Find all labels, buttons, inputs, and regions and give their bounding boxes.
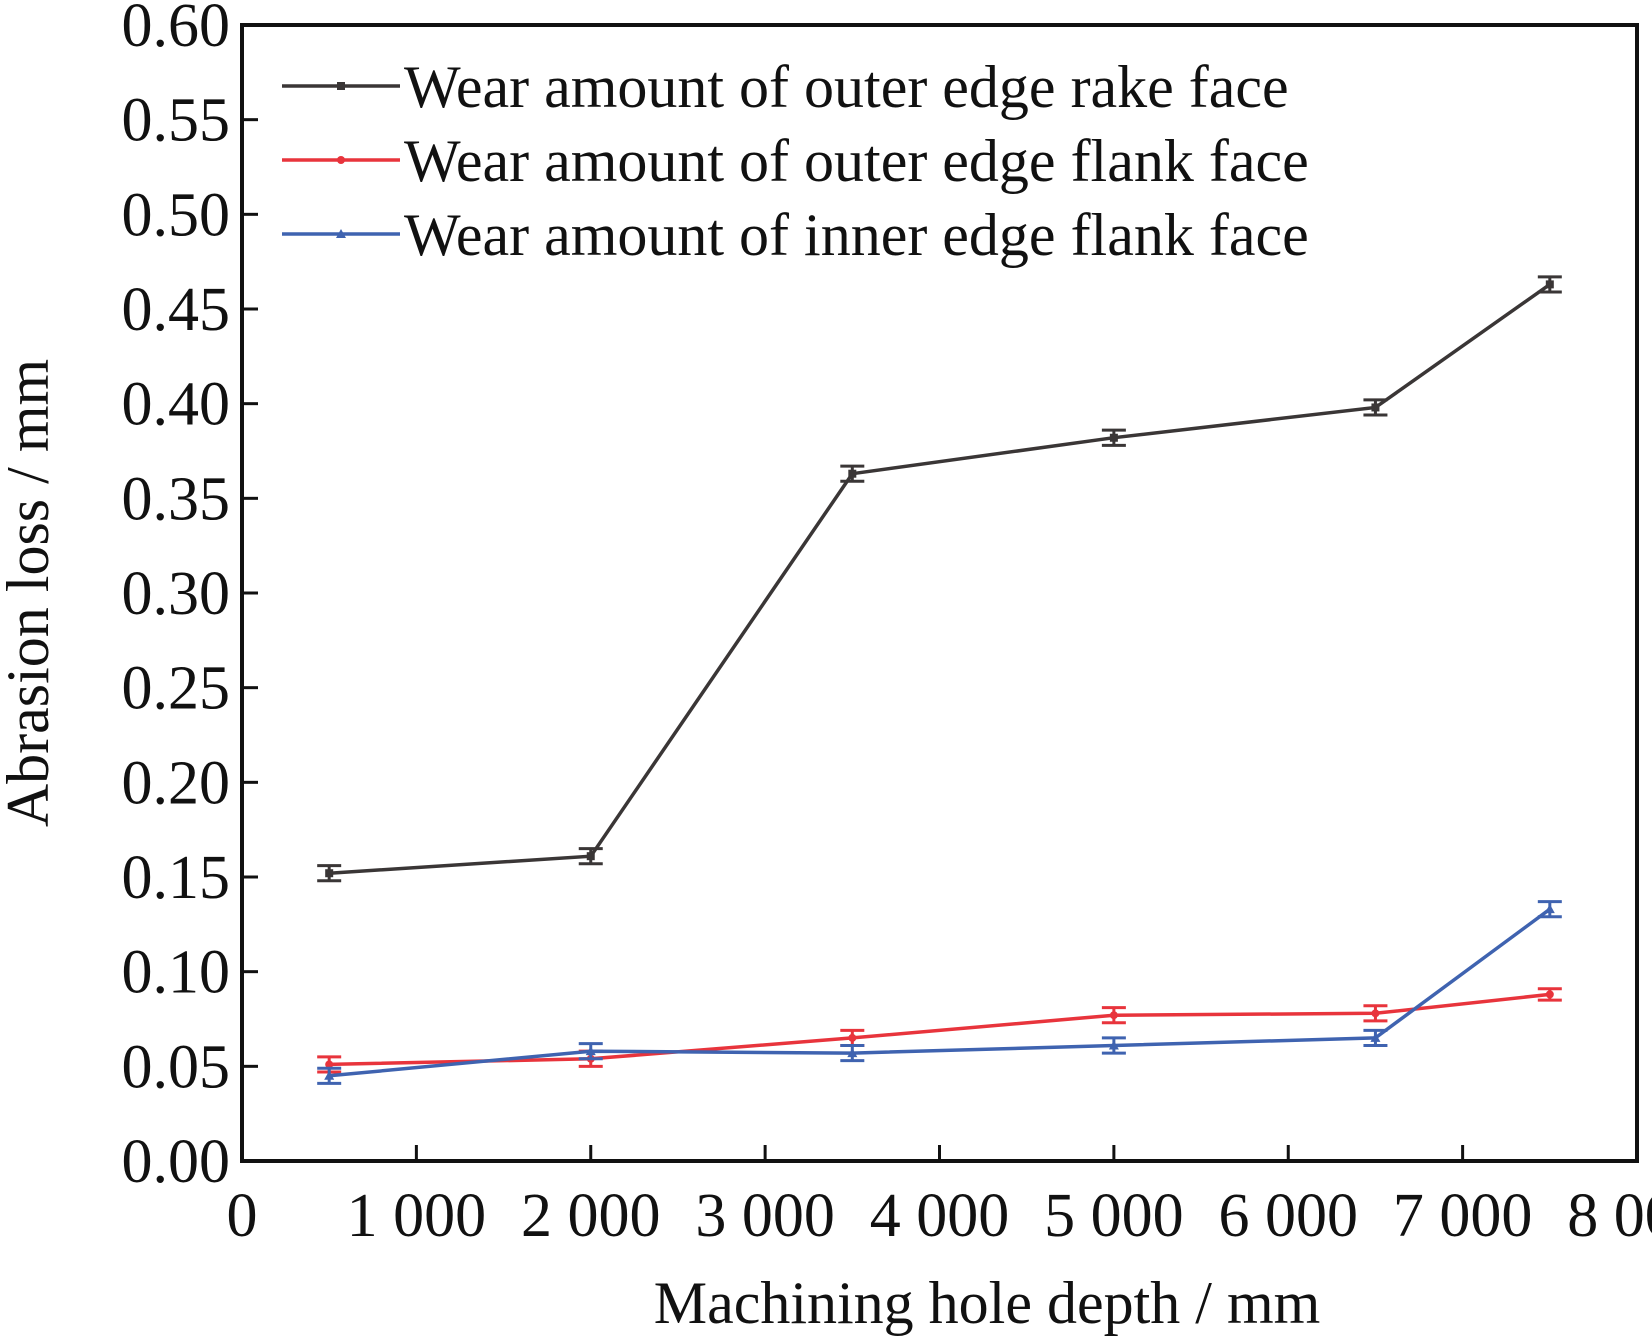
series-line: [329, 992, 1550, 1067]
legend-label: Wear amount of outer edge flank face: [404, 128, 1309, 194]
x-tick-label: 5 000: [1044, 1182, 1184, 1250]
y-tick-label: 0.25: [122, 655, 231, 723]
legend-item: Wear amount of inner edge flank face: [282, 202, 1309, 268]
data-point: [1371, 1009, 1380, 1018]
y-axis-title: Abrasion loss / mm: [0, 359, 61, 827]
plot-frame: [240, 23, 1639, 1163]
y-tick-label: 0.15: [122, 844, 231, 912]
y-tick-label: 0.50: [122, 181, 231, 249]
data-point: [1545, 280, 1554, 289]
x-tick-label: 1 000: [347, 1182, 487, 1250]
data-point: [848, 1033, 857, 1042]
data-point: [1371, 403, 1380, 412]
ticks-layer: 0.00 0.05 0.10 0.15 0.20 0.25 0.30 0.35 0.40 0.45…: [122, 0, 1652, 1250]
series-1: [317, 275, 1562, 883]
y-tick-label: 0.40: [122, 371, 231, 439]
y-tick-label: 0.05: [122, 1033, 231, 1101]
x-tick-label: 8 000: [1567, 1182, 1652, 1250]
data-point: [1545, 990, 1554, 999]
series-3: [317, 900, 1562, 1085]
data-point: [324, 1070, 335, 1080]
data-point: [848, 469, 857, 478]
data-point: [1544, 904, 1555, 914]
y-tick-label: 0.20: [122, 749, 231, 817]
data-point: [1109, 1011, 1118, 1020]
x-tick-label: 4 000: [870, 1182, 1010, 1250]
data-point: [1370, 1032, 1381, 1042]
legend-item: Wear amount of outer edge flank face: [282, 128, 1309, 194]
series-layer: [317, 275, 1562, 1085]
x-tick-label: 0: [227, 1182, 258, 1250]
data-point: [325, 869, 334, 878]
y-tick-label: 0.55: [122, 87, 231, 155]
y-tick-label: 0.30: [122, 560, 231, 628]
y-tick-label: 0.60: [122, 0, 231, 60]
x-tick-label: 7 000: [1393, 1182, 1533, 1250]
y-tick-label: 0.45: [122, 276, 231, 344]
data-point: [1108, 1040, 1119, 1050]
legend-marker: [337, 156, 345, 164]
x-tick-label: 6 000: [1219, 1182, 1359, 1250]
data-point: [847, 1048, 858, 1058]
x-axis-title: Machining hole depth / mm: [654, 1270, 1321, 1336]
data-point: [1109, 433, 1118, 442]
data-point: [585, 1046, 596, 1056]
y-tick-label: 0.10: [122, 939, 231, 1007]
legend: Wear amount of outer edge rake face Wear …: [282, 54, 1309, 268]
y-tick-label: 0.00: [122, 1128, 231, 1196]
data-point: [586, 852, 595, 861]
legend-label: Wear amount of outer edge rake face: [404, 54, 1289, 120]
x-tick-label: 2 000: [521, 1182, 661, 1250]
series-line: [329, 282, 1551, 875]
legend-marker: [337, 82, 345, 90]
legend-label: Wear amount of inner edge flank face: [404, 202, 1309, 268]
legend-item: Wear amount of outer edge rake face: [282, 54, 1289, 120]
y-tick-label: 0.35: [122, 465, 231, 533]
series-line: [329, 907, 1551, 1078]
data-point: [325, 1060, 334, 1069]
legend-marker: [336, 229, 346, 238]
x-tick-label: 3 000: [695, 1182, 835, 1250]
